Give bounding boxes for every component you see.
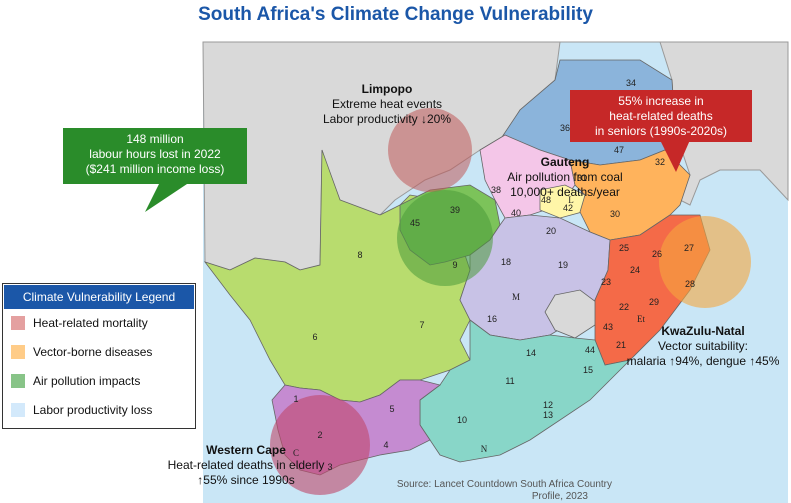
region-number: 23 bbox=[601, 277, 611, 287]
lesotho bbox=[544, 289, 601, 339]
region-number: 6 bbox=[312, 332, 317, 342]
vector-circle-kzn bbox=[659, 216, 751, 308]
page-title: South Africa's Climate Change Vulnerabil… bbox=[198, 4, 593, 25]
region-number: 43 bbox=[603, 322, 613, 332]
air-circle-north-west bbox=[397, 190, 493, 286]
legend-item: Air pollution impacts bbox=[11, 374, 140, 388]
region-name: Limpopo bbox=[361, 82, 413, 96]
region-number: 5 bbox=[389, 404, 394, 414]
legend-title: Climate Vulnerability Legend bbox=[4, 285, 194, 309]
map-letters: M Et L N C bbox=[293, 195, 646, 458]
legend-swatch bbox=[11, 403, 25, 417]
map-letter: Et bbox=[637, 314, 645, 324]
callout-line: ($241 million income loss) bbox=[85, 162, 225, 176]
heat-circle-western-cape bbox=[270, 395, 370, 495]
annotation-line: Vector suitability: bbox=[657, 339, 749, 353]
region-name: KwaZulu-Natal bbox=[661, 324, 745, 338]
annotation-line: Heat-related deaths in elderly bbox=[167, 458, 325, 472]
region-number: 3 bbox=[327, 462, 332, 472]
western-cape-annotation: Western Cape Heat-related deaths in elde… bbox=[163, 443, 329, 488]
region-number: 34 bbox=[626, 78, 636, 88]
legend-label: Heat-related mortality bbox=[33, 316, 148, 330]
labour-hours-callout: 148 million labour hours lost in 2022 ($… bbox=[63, 128, 247, 184]
map-letter: L bbox=[568, 195, 574, 205]
region-number: 45 bbox=[410, 218, 420, 228]
kzn-annotation: KwaZulu-Natal Vector suitability: malari… bbox=[618, 324, 788, 369]
map-letter: N bbox=[481, 444, 488, 454]
region-number: 28 bbox=[685, 279, 695, 289]
region-number: 12 bbox=[543, 400, 553, 410]
gauteng-annotation: Gauteng Air pollution from coal 10,000+ … bbox=[490, 155, 640, 200]
legend-label: Vector-borne diseases bbox=[33, 345, 153, 359]
callout-line: labour hours lost in 2022 bbox=[89, 147, 221, 161]
seniors-heat-callout: 55% increase in heat-related deaths in s… bbox=[570, 90, 752, 142]
annotation-line: malaria ↑94%, dengue ↑45% bbox=[626, 354, 780, 368]
source-line: Profile, 2023 bbox=[531, 491, 588, 502]
annotation-line: ↑55% since 1990s bbox=[197, 473, 295, 487]
region-number: 44 bbox=[585, 345, 595, 355]
legend-label: Labor productivity loss bbox=[33, 403, 153, 417]
callout-line: in seniors (1990s-2020s) bbox=[594, 124, 728, 138]
region-number: 26 bbox=[652, 249, 662, 259]
region-number: 48 bbox=[541, 195, 551, 205]
annotation-line: 10,000+ deaths/year bbox=[510, 185, 620, 199]
legend-swatch bbox=[11, 345, 25, 359]
region-number: 47 bbox=[614, 145, 624, 155]
legend-swatch bbox=[11, 316, 25, 330]
region-name: Gauteng bbox=[540, 155, 590, 169]
region-number: 31 bbox=[577, 173, 587, 183]
legend-item: Labor productivity loss bbox=[11, 403, 152, 417]
legend-item: Heat-related mortality bbox=[11, 316, 148, 330]
region-number: 39 bbox=[450, 205, 460, 215]
region-number: 25 bbox=[619, 243, 629, 253]
region-number: 22 bbox=[619, 302, 629, 312]
legend-item: Vector-borne diseases bbox=[11, 345, 152, 359]
limpopo-annotation: Limpopo Extreme heat events Labor produc… bbox=[312, 82, 462, 127]
source-note: Source: Lancet Countdown South Africa Co… bbox=[372, 479, 612, 503]
region-number: 42 bbox=[563, 203, 573, 213]
callout-line: 148 million bbox=[126, 132, 184, 146]
region-number: 16 bbox=[487, 314, 497, 324]
region-number: 7 bbox=[419, 320, 424, 330]
callout-line: heat-related deaths bbox=[609, 109, 713, 123]
region-number: 29 bbox=[649, 297, 659, 307]
annotation-line: Air pollution from coal bbox=[507, 170, 623, 184]
seniors-callout-tail bbox=[660, 140, 690, 172]
legend: Climate Vulnerability Legend Heat-relate… bbox=[2, 283, 196, 429]
legend-label: Air pollution impacts bbox=[33, 374, 141, 388]
region-number: 10 bbox=[457, 415, 467, 425]
region-number: 32 bbox=[655, 157, 665, 167]
labour-callout-tail bbox=[145, 182, 190, 212]
map-letter: M bbox=[512, 292, 520, 302]
region-number: 15 bbox=[583, 365, 593, 375]
region-number: 40 bbox=[511, 208, 521, 218]
region-number: 30 bbox=[610, 209, 620, 219]
callout-line: 55% increase in bbox=[618, 94, 704, 108]
region-number: 9 bbox=[452, 260, 457, 270]
region-number: 24 bbox=[630, 265, 640, 275]
heat-circle-limpopo bbox=[388, 108, 472, 192]
region-number: 19 bbox=[558, 260, 568, 270]
region-numbers: 1 2 3 4 5 6 7 8 9 10 11 12 13 14 15 16 1… bbox=[293, 78, 695, 472]
map-letter: C bbox=[293, 448, 299, 458]
region-number: 27 bbox=[684, 243, 694, 253]
source-line: Source: Lancet Countdown South Africa Co… bbox=[396, 479, 612, 490]
legend-swatch bbox=[11, 374, 25, 388]
region-number: 18 bbox=[501, 257, 511, 267]
region-number: 8 bbox=[357, 250, 362, 260]
region-number: 14 bbox=[526, 348, 536, 358]
region-number: 20 bbox=[546, 226, 556, 236]
region-number: 13 bbox=[543, 410, 553, 420]
annotation-line: Extreme heat events bbox=[331, 97, 443, 111]
annotation-line: Labor productivity ↓20% bbox=[322, 112, 452, 126]
region-number: 4 bbox=[383, 440, 388, 450]
region-number: 38 bbox=[491, 185, 501, 195]
region-number: 1 bbox=[293, 394, 298, 404]
region-number: 11 bbox=[505, 376, 514, 386]
region-number: 21 bbox=[616, 340, 626, 350]
region-name: Western Cape bbox=[206, 443, 286, 457]
region-number: 2 bbox=[317, 430, 322, 440]
region-number: 36 bbox=[560, 123, 570, 133]
